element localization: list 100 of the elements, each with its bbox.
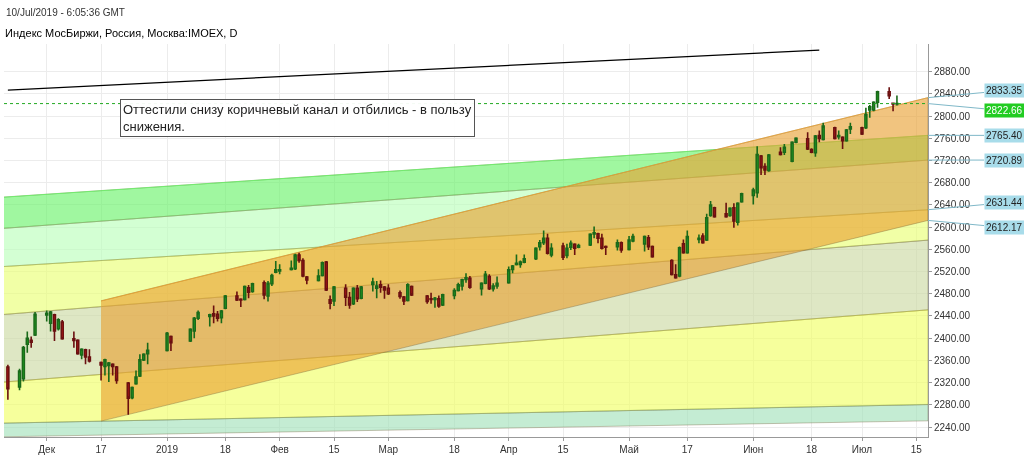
chart-title: Индекс МосБиржи, Россия, Москва:IMOEX, D <box>5 26 238 39</box>
candlestick <box>619 240 624 254</box>
candlestick <box>165 331 169 353</box>
x-tick-label: Апр <box>499 444 518 455</box>
x-tick-label: Июн <box>743 444 764 455</box>
y-tick-label: 2840.00 <box>934 88 971 100</box>
candlestick <box>274 260 278 273</box>
candlestick <box>83 347 88 366</box>
y-tick-label: 2400.00 <box>934 332 971 344</box>
candlestick <box>52 312 57 342</box>
candlestick <box>817 129 822 144</box>
x-tick-label: Дек <box>38 444 56 455</box>
candlestick <box>782 143 787 156</box>
candlestick <box>572 242 577 256</box>
candlestick <box>433 296 437 309</box>
candlestick <box>386 283 391 296</box>
candlestick <box>681 238 686 255</box>
x-tick-label: 15 <box>328 444 340 455</box>
candlestick <box>246 284 251 300</box>
candlestick <box>701 232 705 245</box>
x-tick-label: 18 <box>805 444 818 455</box>
candlestick <box>685 229 690 255</box>
text: 10/Jul/2019 - 6:05:36 GMT <box>6 7 125 18</box>
y-tick-label: 2320.00 <box>934 377 971 389</box>
x-tick-label: 15 <box>557 444 570 455</box>
y-tick-label: 2240.00 <box>934 421 971 433</box>
candlestick <box>600 233 604 251</box>
candlestick <box>6 364 10 401</box>
y-tick-label: 2680.00 <box>934 177 971 189</box>
candlestick <box>522 253 526 265</box>
candlestick <box>293 253 297 271</box>
candlestick <box>332 285 336 307</box>
candlestick <box>895 94 899 107</box>
x-tick-label: 17 <box>95 444 108 455</box>
candlestick <box>130 385 134 401</box>
y-tick-label: 2360.00 <box>934 354 971 366</box>
candlestick <box>759 154 763 176</box>
candlestick <box>732 202 736 229</box>
candlestick <box>790 140 794 164</box>
annotation: 2720.89 <box>986 155 1023 166</box>
candlestick <box>836 129 841 141</box>
y-tick-label: 2880.00 <box>934 66 971 78</box>
candlestick <box>48 310 53 333</box>
y-tick-label: 2800.00 <box>934 110 971 122</box>
candlestick <box>728 206 732 218</box>
candlestick <box>262 279 266 301</box>
candlestick <box>724 201 728 219</box>
candlestick <box>767 153 771 173</box>
candlestick <box>374 280 379 300</box>
candlestick <box>425 294 429 305</box>
candlestick <box>506 265 511 285</box>
candlestick <box>169 334 173 352</box>
candlestick <box>355 284 360 303</box>
candlestick <box>813 134 818 158</box>
candlestick <box>821 122 825 142</box>
y-tick-label: 2440.00 <box>934 310 971 322</box>
candlestick <box>549 242 554 258</box>
candlestick <box>495 275 499 290</box>
candlestick <box>60 319 64 341</box>
x-tick-label: 18 <box>219 444 232 455</box>
candlestick <box>208 312 212 328</box>
candlestick <box>514 253 519 267</box>
annotation: 2822.66 <box>986 105 1023 116</box>
candlestick <box>887 86 891 100</box>
candlestick <box>541 229 546 246</box>
x-tick-label: 17 <box>681 444 694 455</box>
candlestick <box>627 235 631 252</box>
candlestick <box>833 125 837 141</box>
candlestick <box>487 273 492 291</box>
annotation: 2612.17 <box>986 222 1023 233</box>
candlestick <box>29 335 33 349</box>
annotation: Оттестили снизу коричневый канал и отбились - в пользу снижения. <box>123 102 472 134</box>
candlestick <box>359 285 363 301</box>
y-tick-label: 2760.00 <box>934 132 971 144</box>
candlestick <box>328 294 332 311</box>
candlestick <box>87 348 92 364</box>
annotation: 2631.44 <box>986 197 1023 208</box>
candlestick <box>561 241 565 261</box>
candlestick <box>642 234 647 253</box>
candlestick <box>324 260 328 292</box>
candlestick <box>33 311 37 337</box>
y-tick-label: 2520.00 <box>934 266 971 278</box>
candlestick <box>673 263 678 280</box>
candlestick <box>864 107 868 130</box>
x-tick-label: 2019 <box>155 444 179 455</box>
y-tick-label: 2280.00 <box>934 399 971 411</box>
candlestick <box>99 361 103 382</box>
candlestick <box>565 243 569 260</box>
x-tick-label: Май <box>619 444 639 455</box>
candlestick <box>145 341 150 366</box>
y-tick-label: 2600.00 <box>934 221 971 233</box>
candlestick <box>277 263 282 276</box>
candlestick <box>596 231 600 245</box>
x-tick-label: Фев <box>270 444 289 455</box>
x-tick-label: 18 <box>448 444 461 455</box>
candlestick <box>468 275 472 290</box>
annotation: 2765.40 <box>986 130 1023 141</box>
candlestick <box>860 125 864 136</box>
annotation: 2833.35 <box>986 85 1023 96</box>
candlestick <box>126 381 130 416</box>
